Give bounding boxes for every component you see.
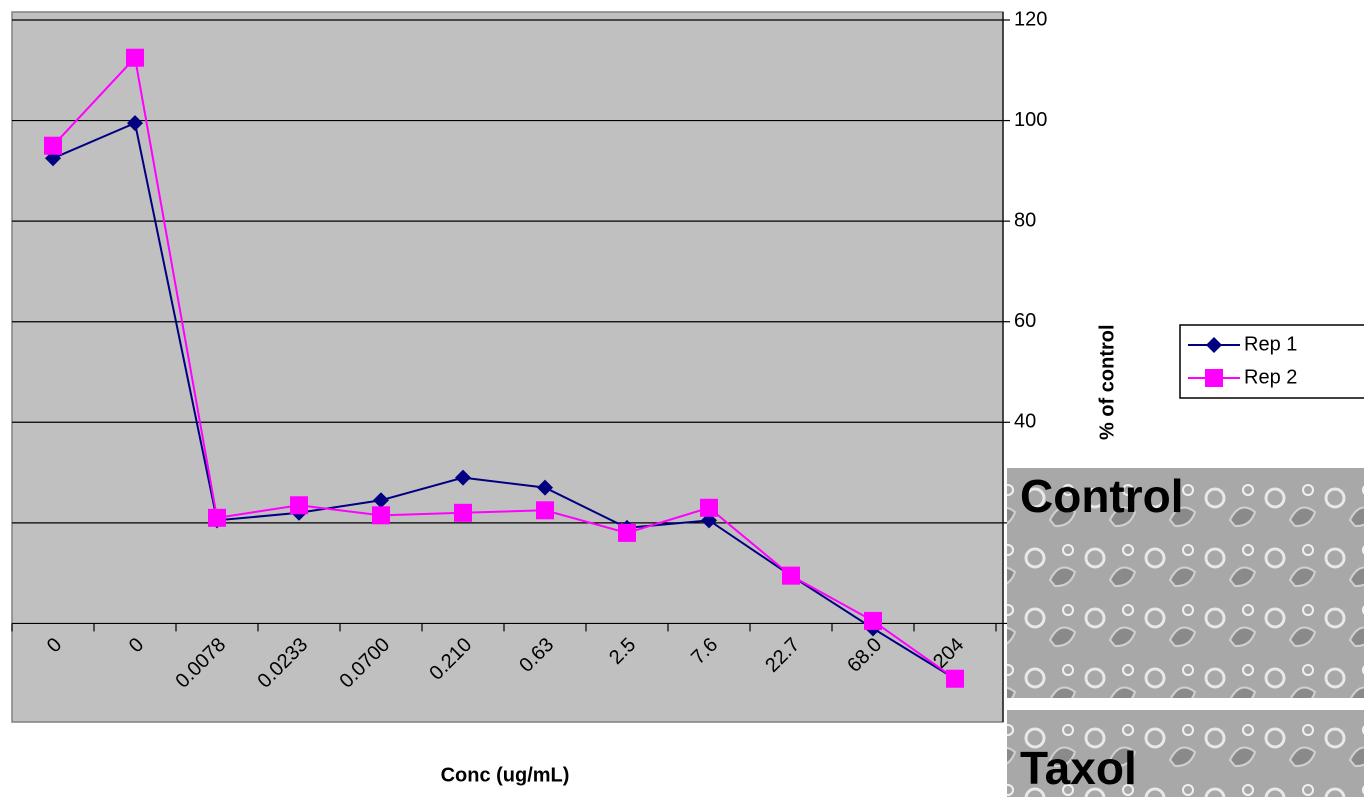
marker bbox=[536, 501, 554, 519]
marker bbox=[618, 524, 636, 542]
photo: Control Taxol bbox=[1007, 468, 1364, 797]
marker bbox=[700, 499, 718, 517]
marker bbox=[864, 612, 882, 630]
marker bbox=[946, 670, 964, 688]
marker bbox=[1205, 369, 1223, 387]
y-tick-label: 60 bbox=[1014, 310, 1036, 332]
marker bbox=[782, 567, 800, 585]
marker bbox=[44, 137, 62, 155]
legend-label: Rep 2 bbox=[1244, 366, 1297, 388]
x-axis-title: Conc (ug/mL) bbox=[441, 764, 570, 786]
marker bbox=[290, 496, 308, 514]
chart: 020406080100120000.00780.02330.07000.210… bbox=[0, 0, 1364, 797]
marker bbox=[454, 504, 472, 522]
photo-label: Control bbox=[1020, 470, 1184, 522]
y-tick-label: 120 bbox=[1014, 8, 1047, 30]
y-axis-title: % of control bbox=[1096, 324, 1118, 440]
marker bbox=[126, 49, 144, 67]
marker bbox=[208, 509, 226, 527]
legend-label: Rep 1 bbox=[1244, 333, 1297, 355]
marker bbox=[372, 506, 390, 524]
photo-label: Taxol bbox=[1020, 742, 1137, 794]
y-tick-label: 40 bbox=[1014, 411, 1036, 433]
y-tick-label: 80 bbox=[1014, 209, 1036, 231]
legend: Rep 1 Rep 2 bbox=[1180, 325, 1364, 398]
y-tick-label: 100 bbox=[1014, 109, 1047, 131]
